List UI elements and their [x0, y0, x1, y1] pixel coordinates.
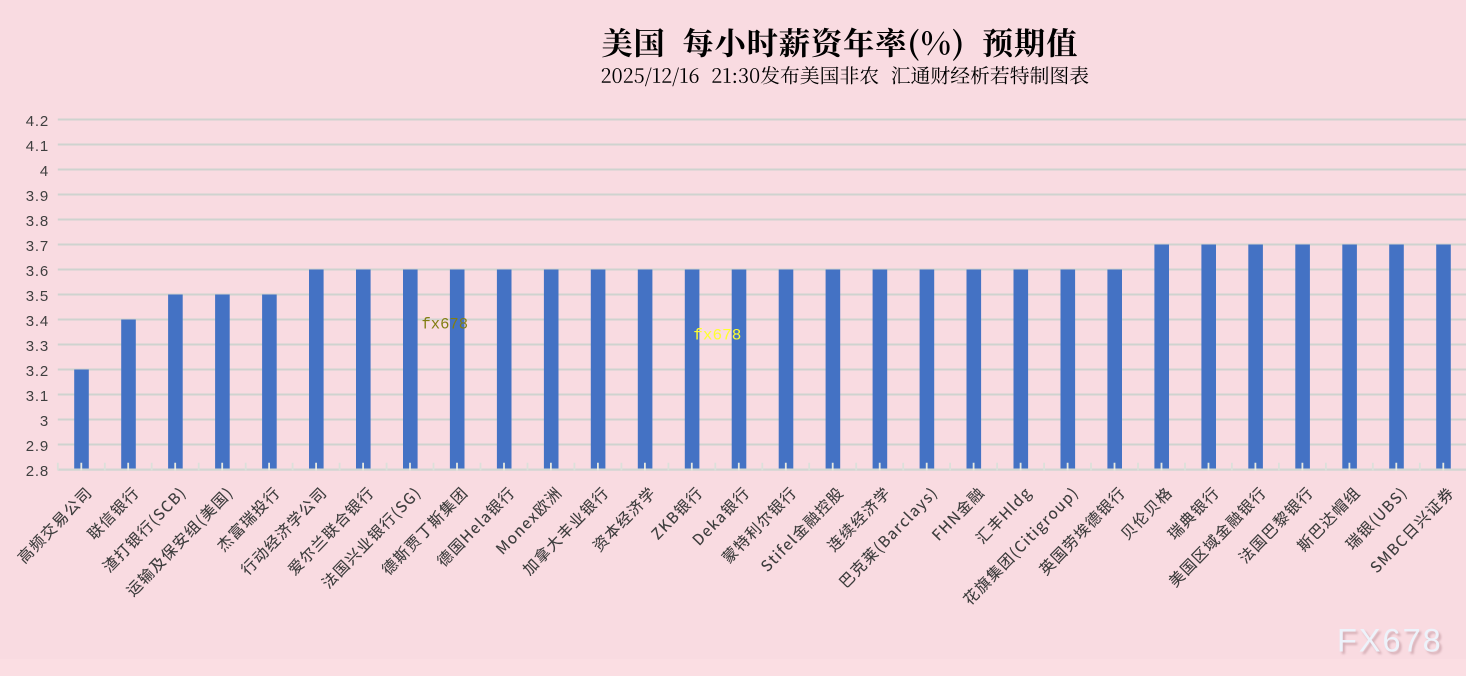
svg-text:4: 4 — [40, 163, 49, 180]
svg-text:2.8: 2.8 — [26, 463, 49, 480]
svg-text:3.2: 3.2 — [26, 363, 49, 380]
svg-text:3.3: 3.3 — [26, 338, 49, 355]
svg-text:3.8: 3.8 — [26, 213, 49, 230]
svg-text:3.7: 3.7 — [26, 238, 49, 255]
svg-text:3.9: 3.9 — [26, 188, 49, 205]
svg-text:FX678: FX678 — [1339, 625, 1445, 661]
svg-text:3.4: 3.4 — [26, 313, 49, 330]
svg-text:4.2: 4.2 — [26, 113, 49, 130]
svg-text:3: 3 — [40, 413, 49, 430]
svg-text:4.1: 4.1 — [26, 138, 49, 155]
svg-text:2.9: 2.9 — [26, 438, 49, 455]
svg-text:3.1: 3.1 — [26, 388, 49, 405]
svg-text:fx678: fx678 — [422, 315, 469, 333]
svg-text:FX678: FX678 — [1337, 623, 1443, 659]
svg-text:3.6: 3.6 — [26, 263, 49, 280]
svg-text:3.5: 3.5 — [26, 288, 49, 305]
svg-text:fx678: fx678 — [693, 327, 741, 345]
